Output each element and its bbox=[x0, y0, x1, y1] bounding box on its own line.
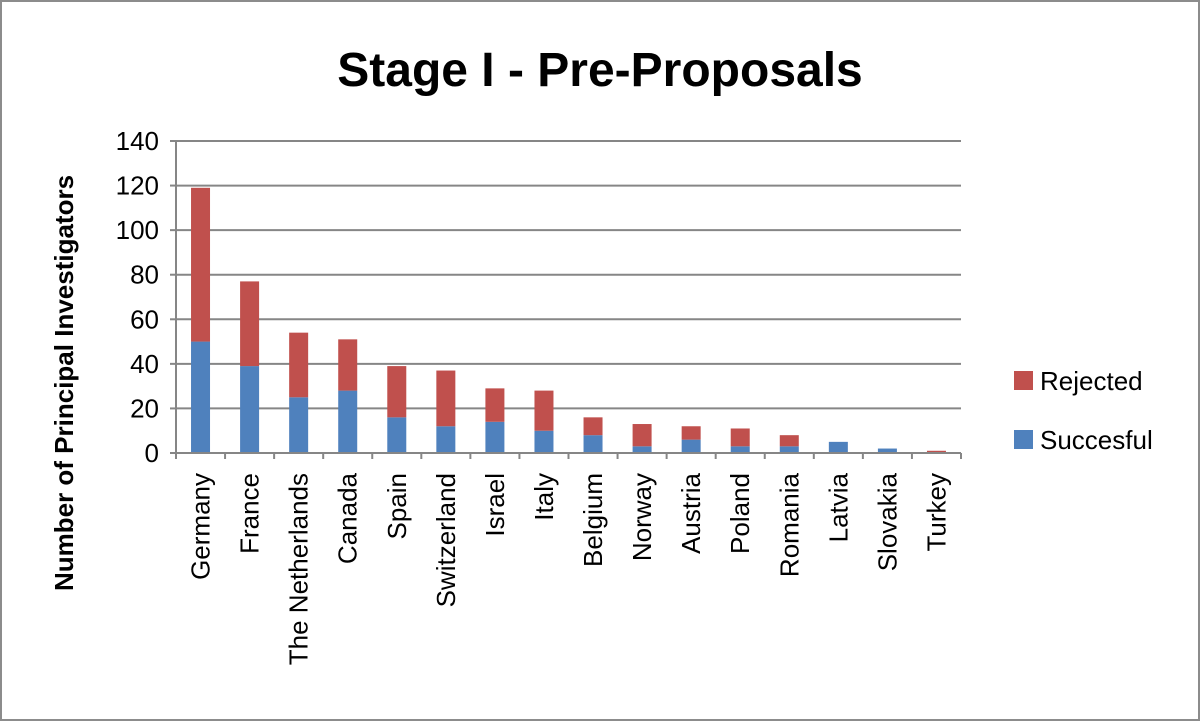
x-tick-label: Romania bbox=[774, 472, 804, 577]
y-axis-ticks: 0 20 40 60 80 100 120 140 bbox=[116, 126, 159, 468]
bar-succesful-switzerland bbox=[436, 426, 456, 453]
bar-rejected-canada bbox=[338, 339, 358, 391]
x-tick-label: Slovakia bbox=[872, 472, 902, 571]
bar-succesful-latvia bbox=[828, 441, 848, 453]
x-tick-label: Israel bbox=[480, 473, 510, 537]
x-tick-label: Canada bbox=[333, 472, 363, 564]
y-tick-label: 60 bbox=[130, 304, 159, 334]
bar-succesful-poland bbox=[730, 446, 750, 453]
bar-rejected-germany bbox=[191, 187, 211, 342]
bar-succesful-spain bbox=[387, 417, 407, 453]
chart-title: Stage I - Pre-Proposals bbox=[337, 44, 863, 97]
bar-rejected-israel bbox=[485, 388, 505, 422]
bar-rejected-switzerland bbox=[436, 370, 456, 427]
bar-rejected-the-netherlands bbox=[289, 332, 309, 398]
bar-rejected-norway bbox=[632, 424, 652, 447]
x-tick-label: Belgium bbox=[578, 473, 608, 567]
bar-succesful-france bbox=[240, 366, 260, 453]
bar-succesful-romania bbox=[779, 446, 799, 453]
x-tick-label: Italy bbox=[529, 473, 559, 521]
bar-succesful-germany bbox=[191, 341, 211, 453]
legend-label-succesful: Succesful bbox=[1040, 425, 1153, 455]
legend-swatch-rejected bbox=[1014, 371, 1033, 390]
bar-rejected-poland bbox=[730, 428, 750, 447]
y-tick-label: 120 bbox=[116, 171, 159, 201]
legend: Rejected Succesful bbox=[1014, 366, 1153, 455]
x-tick-label: The Netherlands bbox=[284, 473, 314, 665]
bar-succesful-israel bbox=[485, 421, 505, 453]
x-tick-label: Turkey bbox=[921, 473, 951, 552]
bar-succesful-the-netherlands bbox=[289, 397, 309, 453]
y-tick-label: 40 bbox=[130, 349, 159, 379]
x-tick-label: Switzerland bbox=[431, 473, 461, 607]
bar-rejected-turkey bbox=[926, 450, 946, 453]
bar-rejected-romania bbox=[779, 435, 799, 447]
bar-succesful-norway bbox=[632, 446, 652, 453]
x-tick-label: Austria bbox=[676, 472, 706, 553]
y-tick-label: 80 bbox=[130, 260, 159, 290]
y-tick-label: 100 bbox=[116, 215, 159, 245]
y-axis-label: Number of Principal Investigators bbox=[49, 175, 79, 591]
bar-succesful-austria bbox=[681, 439, 701, 453]
bar-succesful-canada bbox=[338, 390, 358, 453]
axes bbox=[170, 140, 962, 459]
x-tick-label: Germany bbox=[186, 473, 216, 580]
y-tick-label: 20 bbox=[130, 393, 159, 423]
bar-rejected-austria bbox=[681, 426, 701, 440]
bars bbox=[191, 187, 946, 453]
y-tick-label: 0 bbox=[145, 438, 159, 468]
y-tick-label: 140 bbox=[116, 126, 159, 156]
x-axis-ticks: Germany France The Netherlands Canada Spain S… bbox=[186, 472, 952, 665]
bar-rejected-italy bbox=[534, 390, 554, 431]
bar-succesful-italy bbox=[534, 430, 554, 453]
x-tick-label: Latvia bbox=[823, 472, 853, 542]
bar-rejected-belgium bbox=[583, 417, 603, 436]
bar-succesful-belgium bbox=[583, 435, 603, 453]
legend-swatch-succesful bbox=[1014, 430, 1033, 449]
bar-rejected-spain bbox=[387, 366, 407, 418]
bar-rejected-france bbox=[240, 281, 260, 367]
x-tick-label: Spain bbox=[382, 473, 412, 540]
x-tick-label: France bbox=[235, 473, 265, 554]
x-tick-label: Norway bbox=[627, 473, 657, 561]
x-tick-label: Poland bbox=[725, 473, 755, 554]
legend-label-rejected: Rejected bbox=[1040, 366, 1143, 396]
bar-succesful-slovakia bbox=[877, 448, 897, 453]
